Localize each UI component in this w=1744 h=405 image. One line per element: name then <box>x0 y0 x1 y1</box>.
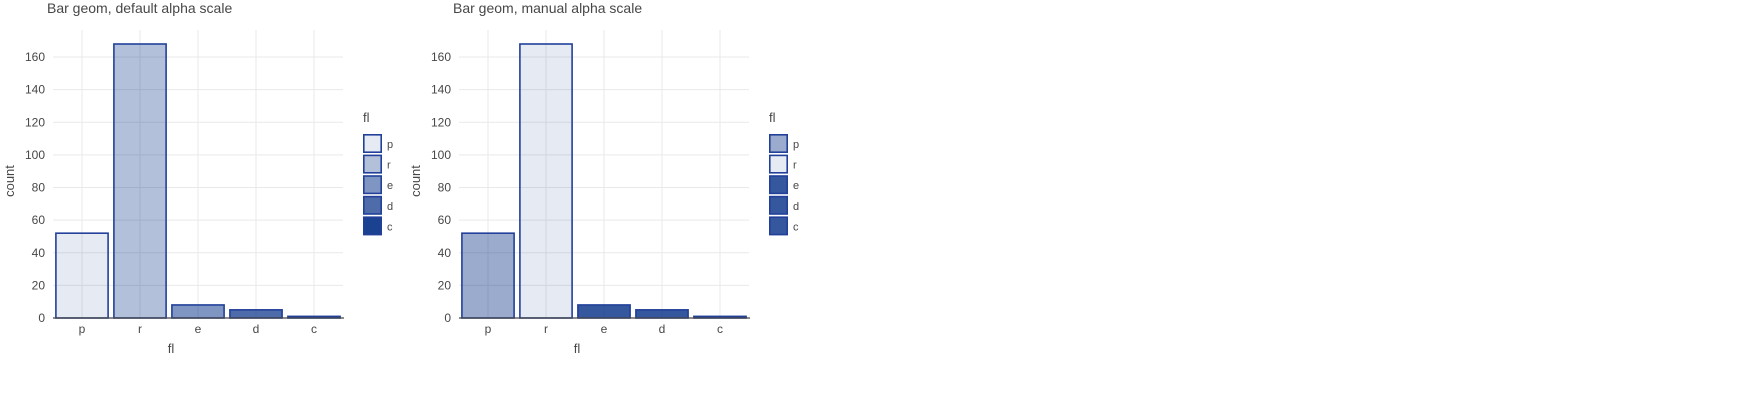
legend-swatch-bg-r <box>769 154 788 174</box>
x-axis-label: fl <box>574 341 581 356</box>
x-tick-label: d <box>253 322 260 336</box>
bar-p <box>461 232 515 319</box>
legend-swatch-e <box>768 175 788 195</box>
legend-label: p <box>793 139 799 151</box>
x-tick-label: r <box>138 322 142 336</box>
y-tick-label: 160 <box>25 50 45 64</box>
x-tick-label: p <box>79 322 86 336</box>
legend-title: fl <box>363 110 370 125</box>
legend-swatch-d <box>362 195 382 215</box>
legend-swatch-c <box>362 216 382 236</box>
legend-swatch-e <box>362 175 382 195</box>
legend-label: r <box>793 160 797 172</box>
y-tick-label: 60 <box>438 213 452 227</box>
y-tick-label: 100 <box>431 148 451 162</box>
y-tick-label: 140 <box>25 83 45 97</box>
y-tick-label: 20 <box>438 278 452 292</box>
x-tick-label: c <box>311 322 317 336</box>
legend-label: p <box>387 139 393 151</box>
y-tick-label: 100 <box>25 148 45 162</box>
bar-r <box>519 43 573 319</box>
y-tick-label: 120 <box>431 115 451 129</box>
x-tick-label: p <box>485 322 492 336</box>
bar-chart-manual-alpha: Bar geom, manual alpha scale 0 20 40 60 80 100… <box>408 0 799 356</box>
legend-title: fl <box>769 110 776 125</box>
legend-label: c <box>387 221 393 233</box>
legend-swatch-p <box>362 134 382 154</box>
x-tick-label: d <box>659 322 666 336</box>
legend-swatch-c <box>768 216 788 236</box>
x-tick-label: e <box>195 322 202 336</box>
bar-p <box>55 232 109 319</box>
chart-title: Bar geom, default alpha scale <box>47 0 232 16</box>
chart-title: Bar geom, manual alpha scale <box>453 0 642 16</box>
legend-label: e <box>793 180 799 192</box>
legend-label: d <box>387 201 393 213</box>
y-tick-label: 80 <box>438 181 452 195</box>
y-tick-label: 0 <box>444 311 451 325</box>
legend-swatch-d <box>768 195 788 215</box>
legend-swatch-bg-r <box>363 154 382 174</box>
y-tick-label: 40 <box>438 246 452 260</box>
legend-label: e <box>387 180 393 192</box>
y-tick-label: 140 <box>431 83 451 97</box>
bar-chart-default-alpha: Bar geom, default alpha scale 0 20 40 60 80 10… <box>2 0 393 356</box>
bar-r <box>113 43 167 319</box>
y-tick-label: 60 <box>32 213 46 227</box>
x-tick-label: c <box>717 322 723 336</box>
x-tick-label: r <box>544 322 548 336</box>
legend-label: c <box>793 221 799 233</box>
x-tick-label: e <box>601 322 608 336</box>
chart-panel-default-alpha: Bar geom, default alpha scale 0 20 40 60 80 10… <box>0 0 420 400</box>
legend-swatch-r <box>362 154 382 174</box>
bar-e <box>577 304 631 319</box>
y-tick-label: 80 <box>32 181 46 195</box>
y-tick-label: 120 <box>25 115 45 129</box>
y-tick-label: 40 <box>32 246 46 260</box>
y-axis-label: count <box>2 165 17 197</box>
legend-swatch-r <box>768 154 788 174</box>
y-tick-label: 20 <box>32 278 46 292</box>
legend-swatch-p <box>768 134 788 154</box>
legend-swatch-bg-p <box>363 134 382 153</box>
legend-label: d <box>793 201 799 213</box>
y-tick-label: 160 <box>431 50 451 64</box>
bar-d <box>229 309 283 319</box>
y-tick-label: 0 <box>38 311 45 325</box>
legend-label: r <box>387 160 391 172</box>
bar-d <box>635 309 689 319</box>
x-axis-label: fl <box>168 341 175 356</box>
bar-e <box>171 304 225 319</box>
legend-swatch-bg-p <box>769 134 788 153</box>
chart-panel-manual-alpha: Bar geom, manual alpha scale 0 20 40 60 80 100… <box>406 0 826 400</box>
y-axis-label: count <box>408 165 423 197</box>
